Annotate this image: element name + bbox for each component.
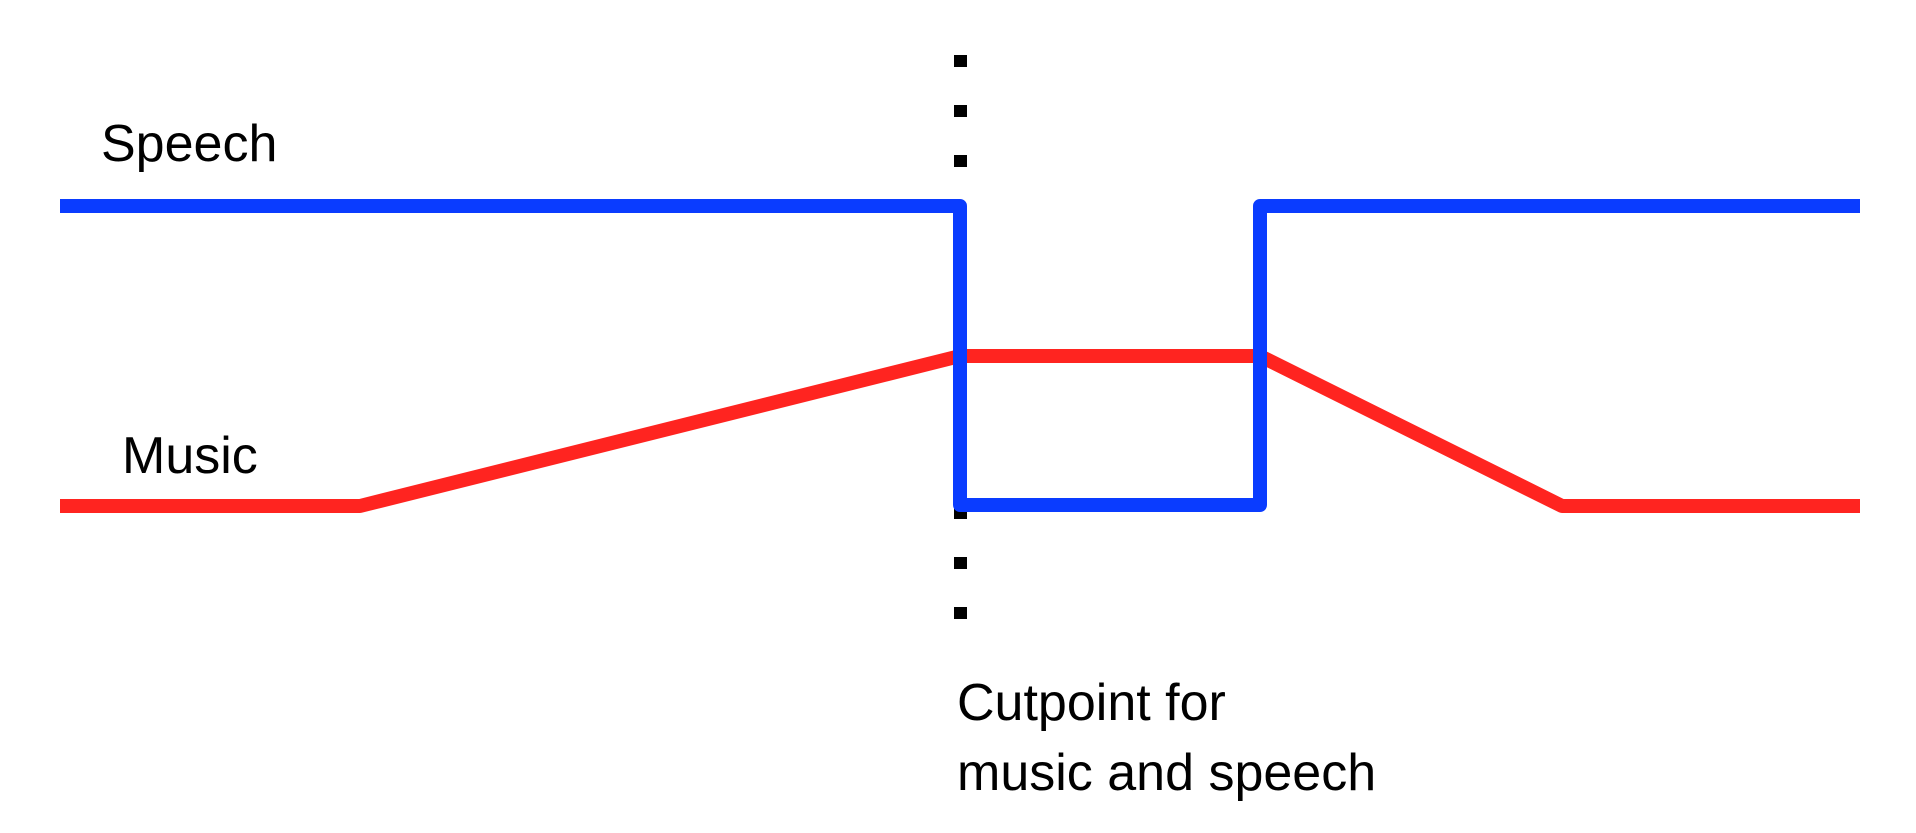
- cutpoint-dot: [954, 557, 967, 569]
- music-level-line: [60, 349, 1860, 513]
- music-label: Music: [122, 427, 258, 485]
- cutpoint-caption-line2: music and speech: [957, 744, 1377, 802]
- cutpoint-dot: [954, 607, 967, 619]
- cutpoint-dot: [954, 55, 967, 67]
- cutpoint-caption-line1: Cutpoint for: [957, 674, 1226, 732]
- cutpoint-dot: [954, 105, 967, 117]
- cutpoint-caption: Cutpoint for music and speech: [957, 668, 1376, 808]
- speech-level-line: [60, 199, 1860, 512]
- cutpoint-dot: [954, 155, 967, 167]
- speech-label: Speech: [101, 115, 278, 173]
